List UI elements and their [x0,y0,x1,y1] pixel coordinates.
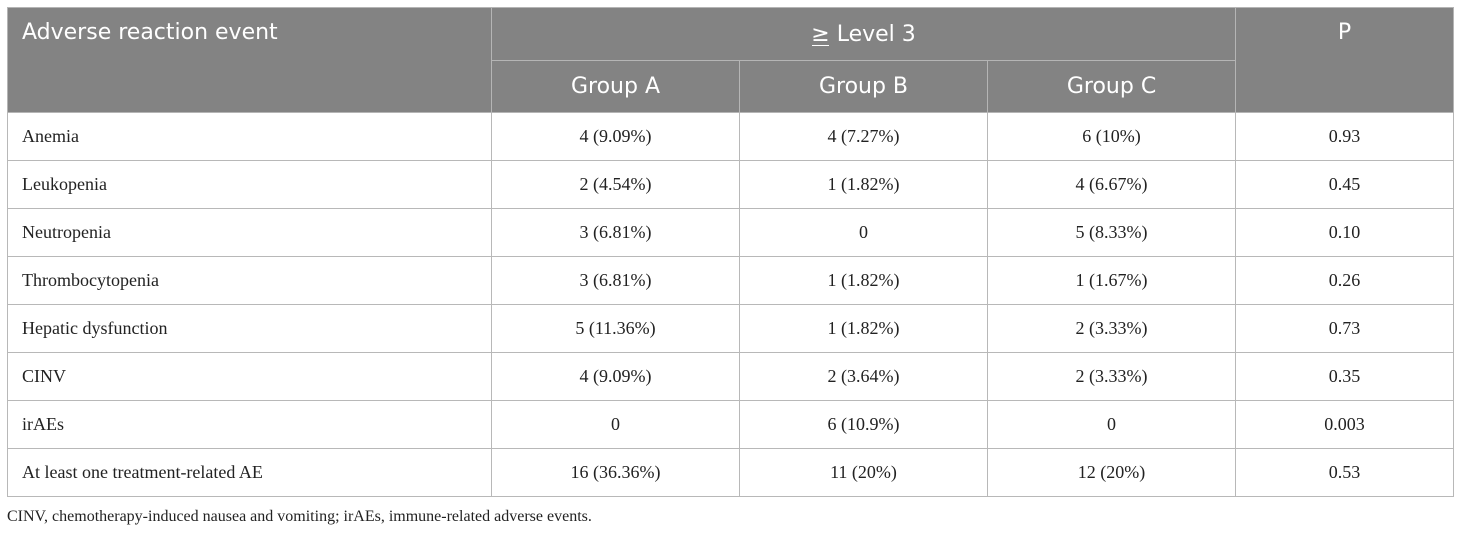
p-value-cell: 0.26 [1235,256,1455,305]
group-a-cell: 4 (9.09%) [491,112,740,161]
table-row: Leukopenia 2 (4.54%) 1 (1.82%) 4 (6.67%)… [7,160,1455,209]
table-row: Anemia 4 (9.09%) 4 (7.27%) 6 (10%) 0.93 [7,112,1455,161]
p-value-cell: 0.10 [1235,208,1455,257]
group-c-cell: 2 (3.33%) [986,352,1237,401]
table-header: Adverse reaction event ≥ Level 3 P Group… [7,7,1455,113]
header-group-b: Group B [739,60,988,113]
p-value-cell: 0.53 [1235,448,1455,497]
group-b-cell: 1 (1.82%) [739,160,988,209]
header-adverse-event: Adverse reaction event [7,7,492,113]
group-a-cell: 5 (11.36%) [491,304,740,353]
group-b-cell: 4 (7.27%) [739,112,988,161]
group-a-cell: 2 (4.54%) [491,160,740,209]
group-b-cell: 0 [739,208,988,257]
table-row: Thrombocytopenia 3 (6.81%) 1 (1.82%) 1 (… [7,256,1455,305]
event-cell: Thrombocytopenia [7,256,492,305]
event-cell: Leukopenia [7,160,492,209]
group-c-cell: 2 (3.33%) [986,304,1237,353]
header-group-c: Group C [986,60,1237,113]
group-c-cell: 1 (1.67%) [986,256,1237,305]
adverse-events-table: Adverse reaction event ≥ Level 3 P Group… [7,7,1455,497]
header-p-value: P [1235,7,1455,113]
p-value-cell: 0.73 [1235,304,1455,353]
table-row: At least one treatment-related AE 16 (36… [7,448,1455,497]
event-cell: irAEs [7,400,492,449]
table-row: CINV 4 (9.09%) 2 (3.64%) 2 (3.33%) 0.35 [7,352,1455,401]
group-b-cell: 2 (3.64%) [739,352,988,401]
greater-equal-symbol: ≥ [811,21,830,47]
header-row-top: Adverse reaction event ≥ Level 3 P [7,7,1455,113]
header-row-groups: Group A Group B Group C [8,60,1454,113]
group-c-cell: 4 (6.67%) [986,160,1237,209]
group-b-cell: 11 (20%) [739,448,988,497]
group-c-cell: 6 (10%) [986,112,1237,161]
table-body: Anemia 4 (9.09%) 4 (7.27%) 6 (10%) 0.93 … [7,112,1455,497]
p-value-cell: 0.35 [1235,352,1455,401]
table-row: Hepatic dysfunction 5 (11.36%) 1 (1.82%)… [7,304,1455,353]
event-cell: Hepatic dysfunction [7,304,492,353]
group-a-cell: 4 (9.09%) [491,352,740,401]
group-a-cell: 3 (6.81%) [491,256,740,305]
group-a-cell: 0 [491,400,740,449]
group-b-cell: 1 (1.82%) [739,304,988,353]
table-row: Neutropenia 3 (6.81%) 0 5 (8.33%) 0.10 [7,208,1455,257]
event-cell: CINV [7,352,492,401]
table-row: irAEs 0 6 (10.9%) 0 0.003 [7,400,1455,449]
adverse-events-table-container: Adverse reaction event ≥ Level 3 P Group… [7,7,1455,497]
group-b-cell: 6 (10.9%) [739,400,988,449]
group-a-cell: 16 (36.36%) [491,448,740,497]
event-cell: At least one treatment-related AE [7,448,492,497]
p-value-cell: 0.003 [1235,400,1455,449]
p-value-cell: 0.45 [1235,160,1455,209]
header-level-3-span: ≥ Level 3 [490,7,1237,61]
group-b-cell: 1 (1.82%) [739,256,988,305]
group-c-cell: 12 (20%) [986,448,1237,497]
group-c-cell: 5 (8.33%) [986,208,1237,257]
p-value-cell: 0.93 [1235,112,1455,161]
header-level-3-text: Level 3 [829,21,916,47]
table-footnote: CINV, chemotherapy-induced nausea and vo… [7,508,592,525]
group-c-cell: 0 [986,400,1237,449]
event-cell: Anemia [7,112,492,161]
group-a-cell: 3 (6.81%) [491,208,740,257]
header-group-a: Group A [491,60,740,113]
event-cell: Neutropenia [7,208,492,257]
